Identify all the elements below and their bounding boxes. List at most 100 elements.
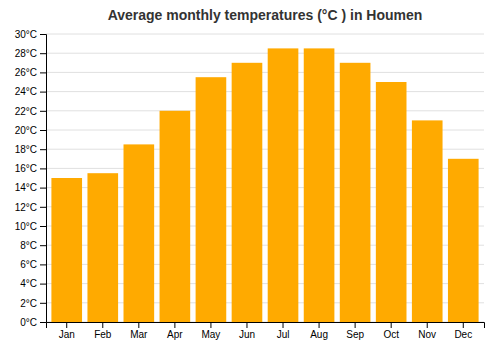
tick-mark bbox=[40, 72, 46, 73]
tick-mark bbox=[40, 284, 46, 285]
tick-mark bbox=[210, 322, 211, 328]
tick-mark bbox=[40, 92, 46, 93]
bar bbox=[51, 178, 82, 322]
bar bbox=[340, 63, 371, 322]
tick-mark bbox=[40, 207, 46, 208]
tick: Jul bbox=[277, 322, 290, 340]
tick-label: 4°C bbox=[20, 278, 37, 289]
tick-label: Aug bbox=[310, 329, 328, 340]
tick-label: Mar bbox=[130, 329, 148, 340]
tick-label: Oct bbox=[383, 329, 399, 340]
axis-line bbox=[40, 35, 47, 323]
tick-mark bbox=[40, 53, 46, 54]
axis-line bbox=[47, 323, 485, 329]
tick: 10°C bbox=[15, 221, 46, 232]
tick-mark bbox=[40, 168, 46, 169]
x-axis: Jan Feb Mar Apr May Jun Jul Aug Sep Oct Nov Dec bbox=[47, 322, 485, 340]
tick: Dec bbox=[454, 322, 472, 340]
tick-label: 30°C bbox=[15, 29, 37, 40]
tick-mark bbox=[427, 322, 428, 328]
tick-label: 14°C bbox=[15, 182, 37, 193]
tick-label: 26°C bbox=[15, 67, 37, 78]
bars bbox=[51, 48, 478, 322]
grid-line bbox=[46, 91, 484, 92]
tick: Feb bbox=[94, 322, 112, 340]
bar bbox=[412, 120, 443, 322]
tick-mark bbox=[40, 34, 46, 35]
tick: 20°C bbox=[15, 125, 46, 136]
tick-label: 18°C bbox=[15, 144, 37, 155]
tick-mark bbox=[102, 322, 103, 328]
tick: 4°C bbox=[20, 278, 46, 289]
tick-label: 16°C bbox=[15, 163, 37, 174]
grid-line bbox=[46, 110, 484, 111]
tick-label: 22°C bbox=[15, 106, 37, 117]
tick: Jun bbox=[239, 322, 255, 340]
tick: Aug bbox=[310, 322, 328, 340]
tick-mark bbox=[174, 322, 175, 328]
tick-mark bbox=[246, 322, 247, 328]
bar bbox=[160, 111, 191, 322]
tick-label: 6°C bbox=[20, 259, 37, 270]
y-axis: 0°C 2°C 4°C 6°C 8°C 10°C 12°C 14°C 16°C 18°C 20°C 2… bbox=[15, 29, 47, 328]
tick: 14°C bbox=[15, 182, 46, 193]
tick-label: 24°C bbox=[15, 86, 37, 97]
chart-container: 0°C 2°C 4°C 6°C 8°C 10°C 12°C 14°C 16°C 18°C 20°C 2… bbox=[0, 0, 500, 350]
tick-mark bbox=[66, 322, 67, 328]
tick-mark bbox=[40, 322, 46, 323]
tick-label: Sep bbox=[346, 329, 364, 340]
tick-label: 20°C bbox=[15, 125, 37, 136]
tick-mark bbox=[283, 322, 284, 328]
tick-label: 28°C bbox=[15, 48, 37, 59]
bar bbox=[232, 63, 263, 322]
tick: Mar bbox=[130, 322, 148, 340]
tick-mark bbox=[40, 188, 46, 189]
bar bbox=[304, 48, 335, 322]
chart-title: Average monthly temperatures (°C ) in Ho… bbox=[108, 7, 423, 23]
plot-area: 0°C 2°C 4°C 6°C 8°C 10°C 12°C 14°C 16°C 18°C 20°C 2… bbox=[15, 29, 485, 340]
tick: May bbox=[201, 322, 220, 340]
tick-label: Apr bbox=[167, 329, 183, 340]
grid-line bbox=[46, 53, 484, 54]
tick-label: 2°C bbox=[20, 298, 37, 309]
tick: Nov bbox=[418, 322, 436, 340]
tick-mark bbox=[40, 226, 46, 227]
tick-label: Jan bbox=[59, 329, 75, 340]
tick-mark bbox=[40, 264, 46, 265]
bar bbox=[124, 144, 155, 322]
tick: Sep bbox=[346, 322, 364, 340]
tick-mark bbox=[391, 322, 392, 328]
tick-label: Nov bbox=[418, 329, 436, 340]
grid bbox=[46, 34, 484, 322]
tick-label: May bbox=[201, 329, 220, 340]
tick: 30°C bbox=[15, 29, 46, 40]
bar bbox=[448, 159, 479, 322]
bar bbox=[376, 82, 407, 322]
tick: 26°C bbox=[15, 67, 46, 78]
bar bbox=[196, 77, 227, 322]
tick-label: Feb bbox=[94, 329, 112, 340]
chart-svg: 0°C 2°C 4°C 6°C 8°C 10°C 12°C 14°C 16°C 18°C 20°C 2… bbox=[0, 0, 500, 350]
tick-mark bbox=[40, 111, 46, 112]
tick: 28°C bbox=[15, 48, 46, 59]
tick-label: 8°C bbox=[20, 240, 37, 251]
tick-mark bbox=[40, 303, 46, 304]
tick: 24°C bbox=[15, 86, 46, 97]
tick-mark bbox=[40, 149, 46, 150]
tick: Apr bbox=[167, 322, 183, 340]
tick-label: Jun bbox=[239, 329, 255, 340]
tick: 2°C bbox=[20, 298, 46, 309]
tick-mark bbox=[40, 245, 46, 246]
tick: Oct bbox=[383, 322, 399, 340]
tick: 0°C bbox=[20, 317, 46, 328]
bar bbox=[268, 48, 299, 322]
tick: 6°C bbox=[20, 259, 46, 270]
tick: 8°C bbox=[20, 240, 46, 251]
tick-label: 12°C bbox=[15, 202, 37, 213]
tick-mark bbox=[138, 322, 139, 328]
tick-mark bbox=[319, 322, 320, 328]
bar bbox=[87, 173, 118, 322]
tick-label: Dec bbox=[454, 329, 472, 340]
tick: 16°C bbox=[15, 163, 46, 174]
tick-mark bbox=[40, 130, 46, 131]
